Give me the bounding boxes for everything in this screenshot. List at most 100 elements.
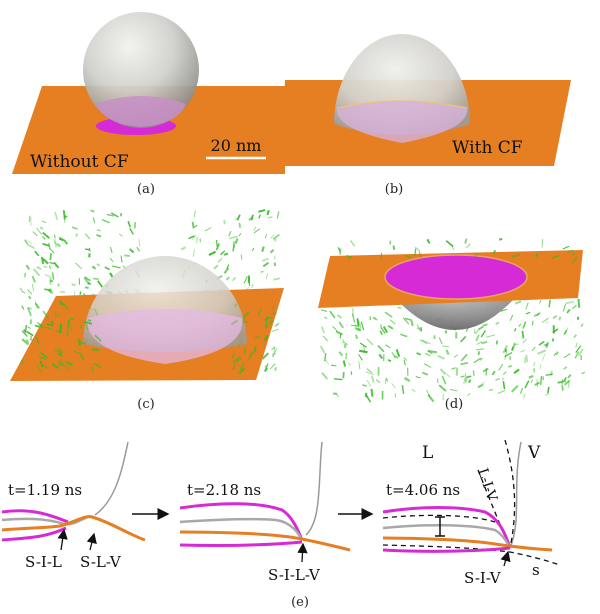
flow-vector xyxy=(96,263,101,267)
orange-interface xyxy=(179,530,351,552)
flow-vector xyxy=(466,375,472,379)
caption-d: (d) xyxy=(445,397,463,412)
flow-vector xyxy=(29,339,34,342)
flow-vector xyxy=(541,353,546,361)
droplet-sphere xyxy=(83,12,199,128)
flow-vector xyxy=(50,320,55,325)
flow-vector xyxy=(355,334,359,339)
flow-vector xyxy=(215,243,220,251)
flow-vector xyxy=(375,378,381,384)
flow-vector xyxy=(397,306,402,309)
flow-vector xyxy=(193,224,198,228)
flow-vector xyxy=(522,321,527,329)
flow-vector xyxy=(463,378,466,384)
flow-vector xyxy=(34,250,40,257)
flow-vector xyxy=(360,321,365,331)
flow-vector xyxy=(55,330,63,334)
flow-vector xyxy=(319,345,326,354)
flow-vector xyxy=(243,348,246,355)
flow-vector xyxy=(334,378,343,381)
flow-vector xyxy=(263,316,273,321)
flow-vector xyxy=(90,209,95,213)
flow-vector xyxy=(42,231,50,239)
flow-vector xyxy=(477,381,486,388)
flow-vector xyxy=(415,376,421,379)
flow-vector xyxy=(329,310,336,319)
flow-vector xyxy=(27,326,32,329)
flow-vector xyxy=(509,314,514,321)
flow-vector xyxy=(424,352,431,357)
flow-vector xyxy=(57,353,63,357)
flow-vector xyxy=(416,323,421,331)
flow-vector xyxy=(410,320,414,327)
flow-vector xyxy=(83,277,91,286)
flow-vector xyxy=(478,326,484,330)
flow-vector xyxy=(96,234,102,238)
flow-vector xyxy=(551,338,555,342)
flow-vector xyxy=(273,347,278,355)
flow-vector xyxy=(269,363,276,370)
flow-vector xyxy=(223,219,226,225)
flow-vector xyxy=(427,239,430,244)
flow-vector xyxy=(511,384,519,393)
flow-vector xyxy=(528,374,534,379)
flow-vector xyxy=(79,324,83,329)
flow-vector xyxy=(581,371,586,375)
flow-vector xyxy=(370,375,375,383)
frame-3: L V t=4.06 ns L-I-V S-I-V s xyxy=(382,439,561,587)
flow-vector xyxy=(124,254,130,257)
flow-vector xyxy=(411,389,416,392)
flow-vector xyxy=(473,357,482,364)
flow-vector xyxy=(230,319,239,326)
flow-vector xyxy=(65,331,69,336)
flow-vector xyxy=(444,330,448,334)
flow-vector xyxy=(75,262,83,270)
flow-vector xyxy=(342,372,345,379)
flow-vector xyxy=(109,246,113,253)
flow-vector xyxy=(96,229,101,232)
flow-vector xyxy=(217,257,223,263)
flow-vector xyxy=(129,228,134,235)
flow-vector xyxy=(27,307,32,317)
flow-vector xyxy=(238,232,242,237)
flow-vector xyxy=(562,245,570,250)
upper-dashed xyxy=(382,514,496,523)
flow-vector xyxy=(414,248,417,257)
flow-vector xyxy=(513,368,520,375)
flow-vector xyxy=(438,384,447,392)
flow-vector xyxy=(267,216,273,219)
flow-vector xyxy=(394,355,399,359)
flow-vector xyxy=(68,361,73,367)
lower-dashed xyxy=(382,544,561,566)
flow-vector xyxy=(24,324,28,333)
flow-vector xyxy=(495,377,501,381)
flow-vector xyxy=(109,257,114,263)
flow-vector xyxy=(502,344,508,354)
flow-vector xyxy=(365,394,372,403)
flow-vector xyxy=(46,323,54,327)
flow-vector xyxy=(580,323,584,328)
flow-vector xyxy=(136,246,141,252)
flow-vector xyxy=(418,251,422,259)
flow-vector xyxy=(442,345,450,348)
flow-vector xyxy=(564,327,569,335)
flow-vector xyxy=(347,257,351,262)
flow-vector xyxy=(213,264,219,270)
flow-vector xyxy=(500,308,508,312)
marker-arrow xyxy=(500,550,511,567)
flow-vector xyxy=(497,389,506,394)
flow-vector xyxy=(195,236,199,244)
flow-vector xyxy=(577,348,584,357)
liv-dashed xyxy=(504,439,516,549)
flow-vector xyxy=(572,251,576,257)
flow-vector xyxy=(414,246,421,252)
flow-vector xyxy=(401,385,405,394)
flow-vector xyxy=(474,328,480,335)
flow-vector xyxy=(66,360,72,366)
marker-label: S-I-L-V xyxy=(268,566,321,584)
flow-vector xyxy=(416,327,423,331)
flow-vector xyxy=(377,345,385,353)
flow-vector xyxy=(416,352,422,356)
flow-vector xyxy=(51,363,60,370)
flow-vector xyxy=(180,246,187,251)
